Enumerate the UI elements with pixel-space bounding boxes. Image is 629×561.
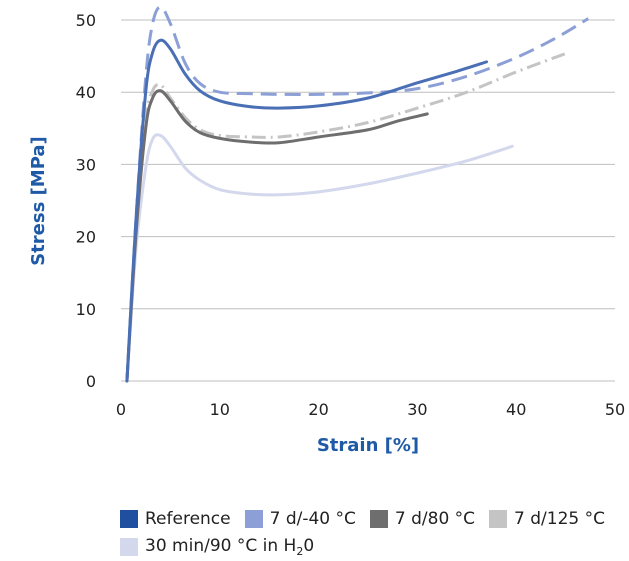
y-tick-label: 40: [76, 83, 96, 102]
grid-lines: [121, 19, 615, 310]
x-tick-label: 0: [116, 400, 126, 419]
series-layer: [125, 5, 590, 383]
x-tick-label: 10: [210, 400, 230, 419]
y-tick-labels: 0 10 20 30 40 50: [76, 11, 96, 391]
y-tick-label: 50: [76, 11, 96, 30]
legend-label-80: 7 d/80 °C: [394, 509, 476, 529]
legend-row-2: 30 min/90 °C in H20: [120, 533, 629, 561]
legend-item-water: 30 min/90 °C in H20: [120, 536, 314, 558]
legend-row-1: Reference 7 d/-40 °C 7 d/80 °C 7 d/125 °…: [120, 505, 629, 533]
series-line-1: [125, 5, 590, 382]
x-tick-label: 50: [605, 400, 625, 419]
legend-item-125: 7 d/125 °C: [489, 509, 605, 529]
series-line-0: [125, 38, 489, 383]
legend-item-minus40: 7 d/-40 °C: [244, 509, 356, 529]
y-tick-label: 0: [86, 372, 96, 391]
x-tick-label: 30: [407, 400, 427, 419]
chart-legend: Reference 7 d/-40 °C 7 d/80 °C 7 d/125 °…: [120, 505, 629, 561]
y-tick-label: 30: [76, 155, 96, 174]
y-tick-label: 10: [76, 300, 96, 319]
legend-label-reference: Reference: [145, 509, 231, 529]
series-line-2: [125, 89, 429, 383]
legend-label-125: 7 d/125 °C: [514, 509, 606, 529]
y-axis-title: Stress [MPa]: [28, 136, 49, 266]
legend-swatch-125: [489, 510, 508, 528]
x-tick-label: 40: [506, 400, 526, 419]
legend-item-80: 7 d/80 °C: [369, 509, 476, 529]
y-tick-label: 20: [76, 228, 96, 247]
series-line-4: [125, 133, 514, 383]
legend-swatch-minus40: [244, 510, 263, 528]
x-tick-labels: 0 10 20 30 40 50: [116, 400, 625, 419]
x-tick-label: 20: [308, 400, 328, 419]
legend-swatch-reference: [120, 510, 138, 528]
legend-item-reference: Reference: [120, 509, 231, 529]
x-axis-title: Strain [%]: [317, 435, 419, 456]
legend-label-water: 30 min/90 °C in H20: [145, 536, 315, 558]
legend-swatch-80: [369, 510, 388, 528]
legend-swatch-water: [120, 538, 138, 556]
legend-label-minus40: 7 d/-40 °C: [269, 509, 356, 529]
